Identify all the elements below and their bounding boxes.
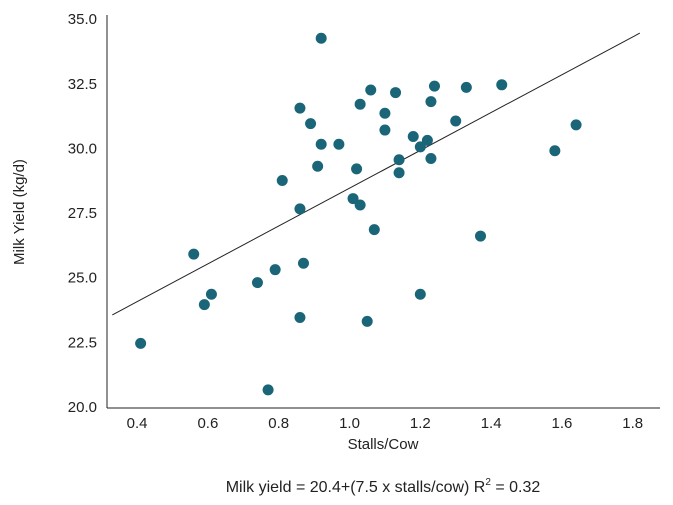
footnote-sup: 2 (485, 477, 491, 488)
point (475, 230, 487, 242)
x-tick-label: 1.6 (552, 415, 573, 432)
y-tick-label: 25.0 (68, 270, 97, 287)
footnote: Milk yield = 20.4+(7.5 x stalls/cow) R2 … (226, 477, 541, 497)
point (390, 87, 402, 99)
x-tick-label: 1.2 (410, 415, 431, 432)
x-tick-label: 0.4 (127, 415, 148, 432)
point (333, 138, 345, 150)
point (365, 84, 377, 96)
point (198, 299, 210, 311)
x-tick-label: 1.8 (622, 415, 643, 432)
x-tick-label: 1.4 (481, 415, 502, 432)
point (496, 79, 508, 91)
x-axis-label: Stalls/Cow (348, 436, 419, 453)
point (276, 174, 288, 186)
y-tick-label: 30.0 (68, 140, 97, 157)
point (414, 141, 426, 153)
point (450, 115, 462, 127)
point (407, 131, 419, 143)
point (251, 277, 263, 289)
point (188, 248, 200, 260)
point (294, 102, 306, 114)
point (425, 96, 437, 108)
point (361, 315, 373, 327)
point (315, 32, 327, 44)
point (347, 193, 359, 205)
point (460, 81, 472, 93)
point (428, 80, 440, 92)
point (294, 203, 306, 215)
point (379, 107, 391, 119)
point (205, 288, 217, 300)
y-axis-label: Milk Yield (kg/d) (11, 159, 28, 265)
point (368, 224, 380, 236)
point (425, 152, 437, 164)
point (262, 384, 274, 396)
x-tick-label: 1.0 (339, 415, 360, 432)
point (305, 118, 317, 130)
point (269, 264, 281, 276)
point (421, 134, 433, 146)
trend-line (112, 32, 641, 316)
x-tick-label: 0.6 (197, 415, 218, 432)
point (135, 337, 147, 349)
point (379, 124, 391, 136)
y-tick-label: 20.0 (68, 399, 97, 416)
point (393, 154, 405, 166)
y-tick-label: 35.0 (68, 11, 97, 28)
point (312, 160, 324, 172)
x-tick-label: 0.8 (268, 415, 289, 432)
point (354, 199, 366, 211)
point (549, 145, 561, 157)
footnote-text: Milk yield = 20.4+(7.5 x stalls/cow) R (226, 479, 486, 496)
y-tick-label: 32.5 (68, 76, 97, 93)
point (393, 167, 405, 179)
y-tick-label: 22.5 (68, 334, 97, 351)
point (351, 163, 363, 175)
y-tick-label: 27.5 (68, 205, 97, 222)
point (570, 119, 582, 131)
point (354, 98, 366, 110)
point (414, 288, 426, 300)
footnote-tail: = 0.32 (491, 479, 540, 496)
point (297, 257, 309, 269)
point (294, 312, 306, 324)
point (315, 138, 327, 150)
